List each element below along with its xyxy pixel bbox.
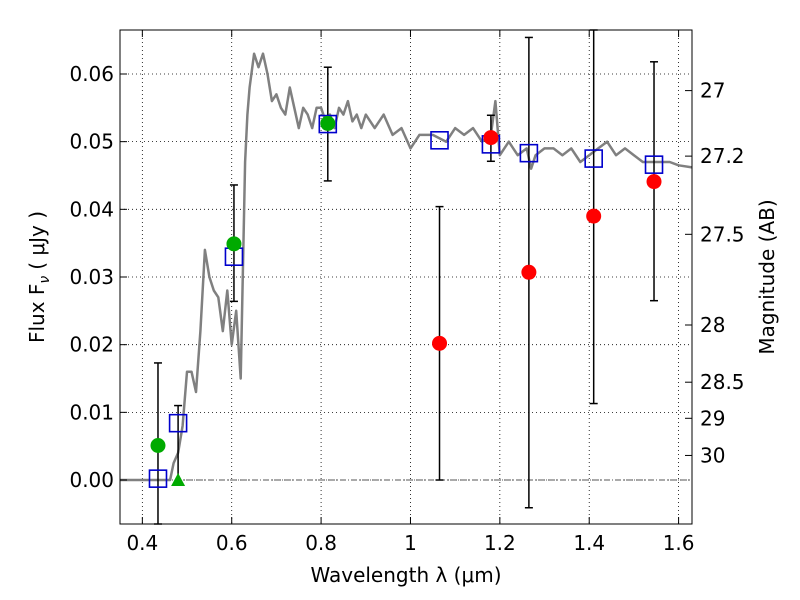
model-photometry-square	[519, 143, 539, 163]
mag-tick-label: 27.5	[700, 222, 745, 246]
data-markers	[148, 114, 664, 488]
y-tick-label: 0.06	[69, 62, 114, 86]
model-photometry-square	[148, 469, 168, 488]
y-axis-label-subscript: ν	[37, 276, 53, 284]
green-data-point	[226, 236, 242, 252]
mag-tick-label: 29	[700, 406, 725, 430]
y2-axis-label: Magnitude (AB)	[755, 199, 779, 354]
upper-limit-triangle	[171, 473, 186, 487]
x-axis-label: Wavelength λ (μm)	[310, 563, 501, 587]
x-tick-label: 0.4	[126, 531, 158, 555]
x-tick-label: 1.6	[663, 531, 695, 555]
red-data-point	[521, 264, 537, 280]
mag-tick-label: 28	[700, 313, 725, 337]
y-tick-label: 0.03	[69, 265, 114, 289]
model-photometry-square	[168, 413, 188, 433]
model-photometry-square	[430, 131, 449, 150]
model-photometry-square	[318, 114, 338, 134]
green-data-point	[150, 438, 166, 454]
axis-ticks	[120, 30, 692, 524]
tick-labels: 0.4 0.6 0.8 1 1.2 1.4 1.6 0.00 0.01 0.02 0.03 0.04 0…	[69, 62, 744, 555]
y-tick-label: 0.05	[69, 130, 114, 154]
x-tick-label: 1	[404, 531, 417, 555]
y-axis-label: Flux Fν ( μJy )	[25, 211, 53, 343]
red-data-point	[483, 130, 499, 146]
mag-tick-label: 27	[700, 79, 725, 103]
y-tick-label: 0.00	[69, 468, 114, 492]
model-photometry-square	[644, 155, 664, 174]
mag-tick-label: 28.5	[700, 370, 745, 394]
y-axis-label-main: Flux F	[25, 284, 49, 343]
x-tick-label: 0.6	[216, 531, 248, 555]
y-tick-label: 0.01	[69, 400, 114, 424]
x-tick-label: 0.8	[305, 531, 337, 555]
model-spectrum-layer	[120, 52, 693, 482]
svg-text:Flux Fν( μJy ): Flux Fν ( μJy )	[25, 211, 53, 343]
mag-tick-label: 30	[700, 443, 725, 467]
red-data-point	[586, 208, 602, 224]
mag-tick-label: 27.2	[700, 144, 745, 168]
model-spectrum-line	[120, 52, 693, 482]
y-tick-label: 0.02	[69, 333, 114, 357]
model-photometry-square	[584, 149, 603, 168]
red-data-point	[646, 174, 662, 190]
x-tick-label: 1.4	[573, 531, 605, 555]
red-data-point	[432, 335, 448, 351]
y-tick-label: 0.04	[69, 197, 114, 221]
x-tick-label: 1.2	[484, 531, 516, 555]
y-axis-label-units: ( μJy )	[25, 211, 49, 270]
green-data-point	[320, 115, 336, 131]
